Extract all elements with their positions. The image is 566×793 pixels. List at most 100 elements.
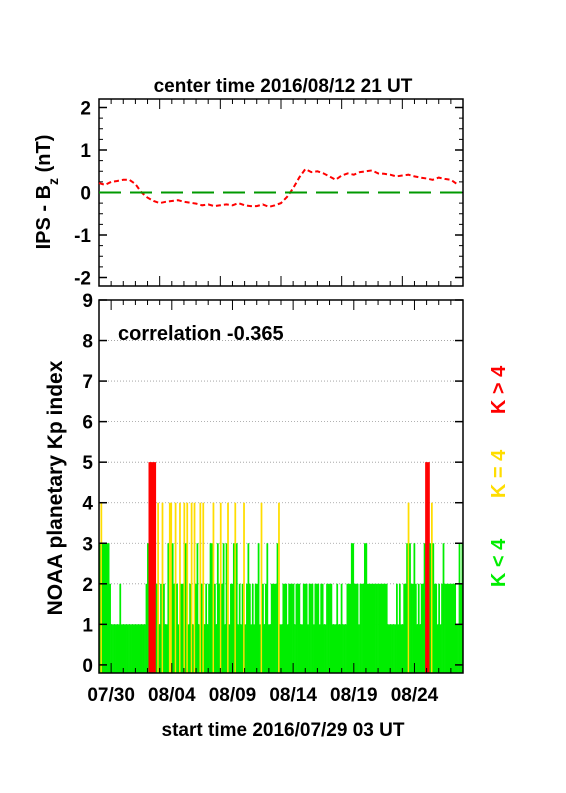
kp-ytick-label: 9 — [82, 291, 93, 312]
kp-bar — [308, 583, 311, 673]
kp-bar — [155, 583, 158, 673]
kp-bar — [139, 624, 142, 673]
kp-bar — [366, 583, 369, 673]
bz-ytick-label: 1 — [80, 141, 91, 162]
top-chart-title: center time 2016/08/12 21 UT — [154, 76, 413, 97]
kp-bar — [451, 583, 454, 673]
kp-bar — [196, 543, 199, 673]
kp-bar — [298, 583, 301, 673]
kp-bar — [212, 502, 215, 673]
kp-bar — [260, 502, 263, 673]
kp-xtick-label: 08/14 — [269, 685, 317, 706]
bz-ytick-label: -2 — [74, 269, 91, 290]
kp-bar — [167, 543, 170, 673]
kp-bar — [448, 583, 451, 673]
kp-bar — [295, 583, 298, 673]
kp-bar — [457, 624, 459, 673]
kp-bar — [363, 543, 366, 673]
kp-bar — [253, 624, 256, 673]
kp-bar — [426, 462, 429, 673]
kp-bar — [282, 583, 285, 673]
kp-bar — [412, 583, 414, 673]
kp-bar — [393, 624, 395, 673]
kp-bar — [161, 502, 164, 673]
kp-bar — [355, 583, 358, 673]
kp-bar — [317, 583, 320, 673]
kp-bar — [406, 543, 408, 673]
kp-bar — [342, 624, 344, 673]
kp-bar — [202, 502, 205, 673]
bz-panel: 2 1 0 -1 -2 IPS - Bz (nT) — [33, 98, 464, 290]
kp-bar — [359, 583, 362, 673]
kp-bar — [374, 583, 376, 673]
kp-bar — [113, 624, 116, 673]
kp-bar — [179, 502, 181, 673]
kp-bar — [352, 543, 355, 673]
kp-bar — [189, 583, 192, 673]
kp-bar — [129, 624, 132, 673]
kp-bar — [445, 583, 448, 673]
kp-bar — [444, 583, 446, 673]
kp-bar — [227, 502, 229, 673]
kp-bar — [410, 583, 413, 673]
kp-bar — [160, 583, 162, 673]
kp-bar — [251, 583, 254, 673]
kp-ytick-label: 5 — [82, 453, 93, 474]
kp-bar — [307, 624, 309, 673]
kp-bar — [356, 583, 359, 673]
bz-y-axis-label-unit: (nT) — [33, 135, 55, 178]
kp-bar — [190, 502, 193, 673]
kp-bar — [205, 583, 208, 673]
kp-bar — [294, 624, 296, 673]
kp-bar — [407, 502, 410, 673]
kp-bar — [219, 502, 222, 673]
kp-ytick-label: 2 — [82, 575, 93, 596]
kp-bar — [423, 543, 426, 673]
kp-bars — [99, 462, 464, 673]
kp-bar — [368, 583, 371, 673]
kp-bar — [299, 624, 302, 673]
kp-bar — [381, 583, 384, 673]
kp-bar — [289, 583, 292, 673]
kp-bar — [345, 624, 347, 673]
kp-bar — [321, 583, 324, 673]
kp-ytick-label: 4 — [82, 494, 93, 515]
kp-bar — [148, 462, 151, 673]
kp-bar — [276, 543, 279, 673]
kp-bar — [384, 583, 387, 673]
kp-bar — [110, 624, 113, 673]
kp-bar — [361, 583, 363, 673]
kp-bar — [243, 502, 245, 673]
kp-bar — [458, 543, 461, 673]
kp-bar — [382, 583, 385, 673]
kp-bar — [333, 624, 336, 673]
kp-y-ticks: 0 1 2 3 4 5 6 7 8 9 — [82, 291, 463, 677]
kp-bar — [104, 543, 107, 673]
kp-bar — [452, 583, 455, 673]
kp-bar — [141, 624, 143, 673]
kp-bar — [119, 583, 122, 673]
kp-bar — [331, 624, 334, 673]
kp-bar — [250, 624, 253, 673]
kp-bar — [267, 624, 270, 673]
kp-bar — [278, 502, 280, 673]
kp-x-ticks: 07/30 08/04 08/09 08/14 08/19 08/24 — [87, 300, 464, 706]
kp-bar — [215, 624, 218, 673]
kp-bar — [275, 583, 277, 673]
kp-bar — [414, 583, 417, 673]
kp-bar — [180, 583, 183, 673]
kp-bar — [181, 583, 184, 673]
kp-bar — [372, 583, 375, 673]
bz-ytick-label: -1 — [74, 226, 91, 247]
kp-bar — [195, 583, 197, 673]
kp-bar — [165, 624, 168, 673]
kp-bar — [106, 543, 109, 673]
kp-bar — [192, 624, 194, 673]
kp-bar — [304, 583, 307, 673]
kp-bar — [256, 583, 259, 673]
kp-bar — [224, 624, 226, 673]
kp-bar — [198, 624, 200, 673]
kp-bar — [131, 624, 133, 673]
kp-bar — [147, 543, 149, 673]
